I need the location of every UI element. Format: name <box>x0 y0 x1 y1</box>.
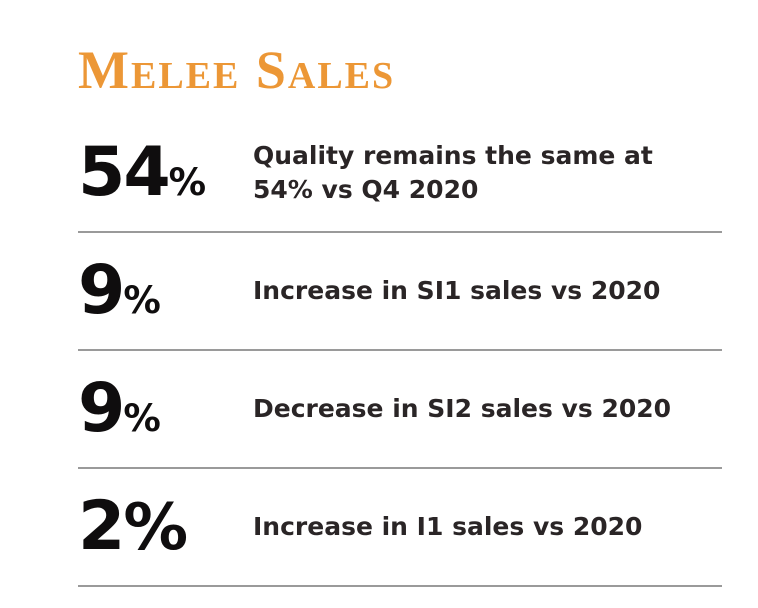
stat-row-i1: 2% Increase in I1 sales vs 2020 <box>78 469 722 585</box>
stat-number: 9 <box>78 250 125 330</box>
page-title: Melee Sales <box>78 40 396 100</box>
percent-sign: % <box>168 159 207 204</box>
percent-sign: % <box>123 489 188 565</box>
stat-row-quality: 54% Quality remains the same at 54% vs Q… <box>78 115 722 231</box>
stat-description: Increase in SI1 sales vs 2020 <box>253 275 661 305</box>
percent-sign: % <box>123 395 161 440</box>
percent-sign: % <box>123 277 161 322</box>
stat-description: Quality remains the same at 54% vs Q4 20… <box>253 140 653 204</box>
stat-row-si1: 9% Increase in SI1 sales vs 2020 <box>78 233 722 349</box>
stat-value: 54% <box>78 138 253 207</box>
stat-value: 9% <box>78 256 253 325</box>
stat-number: 54 <box>78 132 171 212</box>
stat-number: 2 <box>78 486 125 566</box>
divider <box>78 584 722 587</box>
divider <box>78 348 722 351</box>
stat-number: 9 <box>78 368 125 448</box>
stat-row-si2: 9% Decrease in SI2 sales vs 2020 <box>78 351 722 467</box>
stat-value: 9% <box>78 374 253 443</box>
stat-value: 2% <box>78 492 253 561</box>
divider <box>78 230 722 233</box>
divider <box>78 466 722 469</box>
stat-description: Increase in I1 sales vs 2020 <box>253 511 643 541</box>
stat-description: Decrease in SI2 sales vs 2020 <box>253 393 672 423</box>
